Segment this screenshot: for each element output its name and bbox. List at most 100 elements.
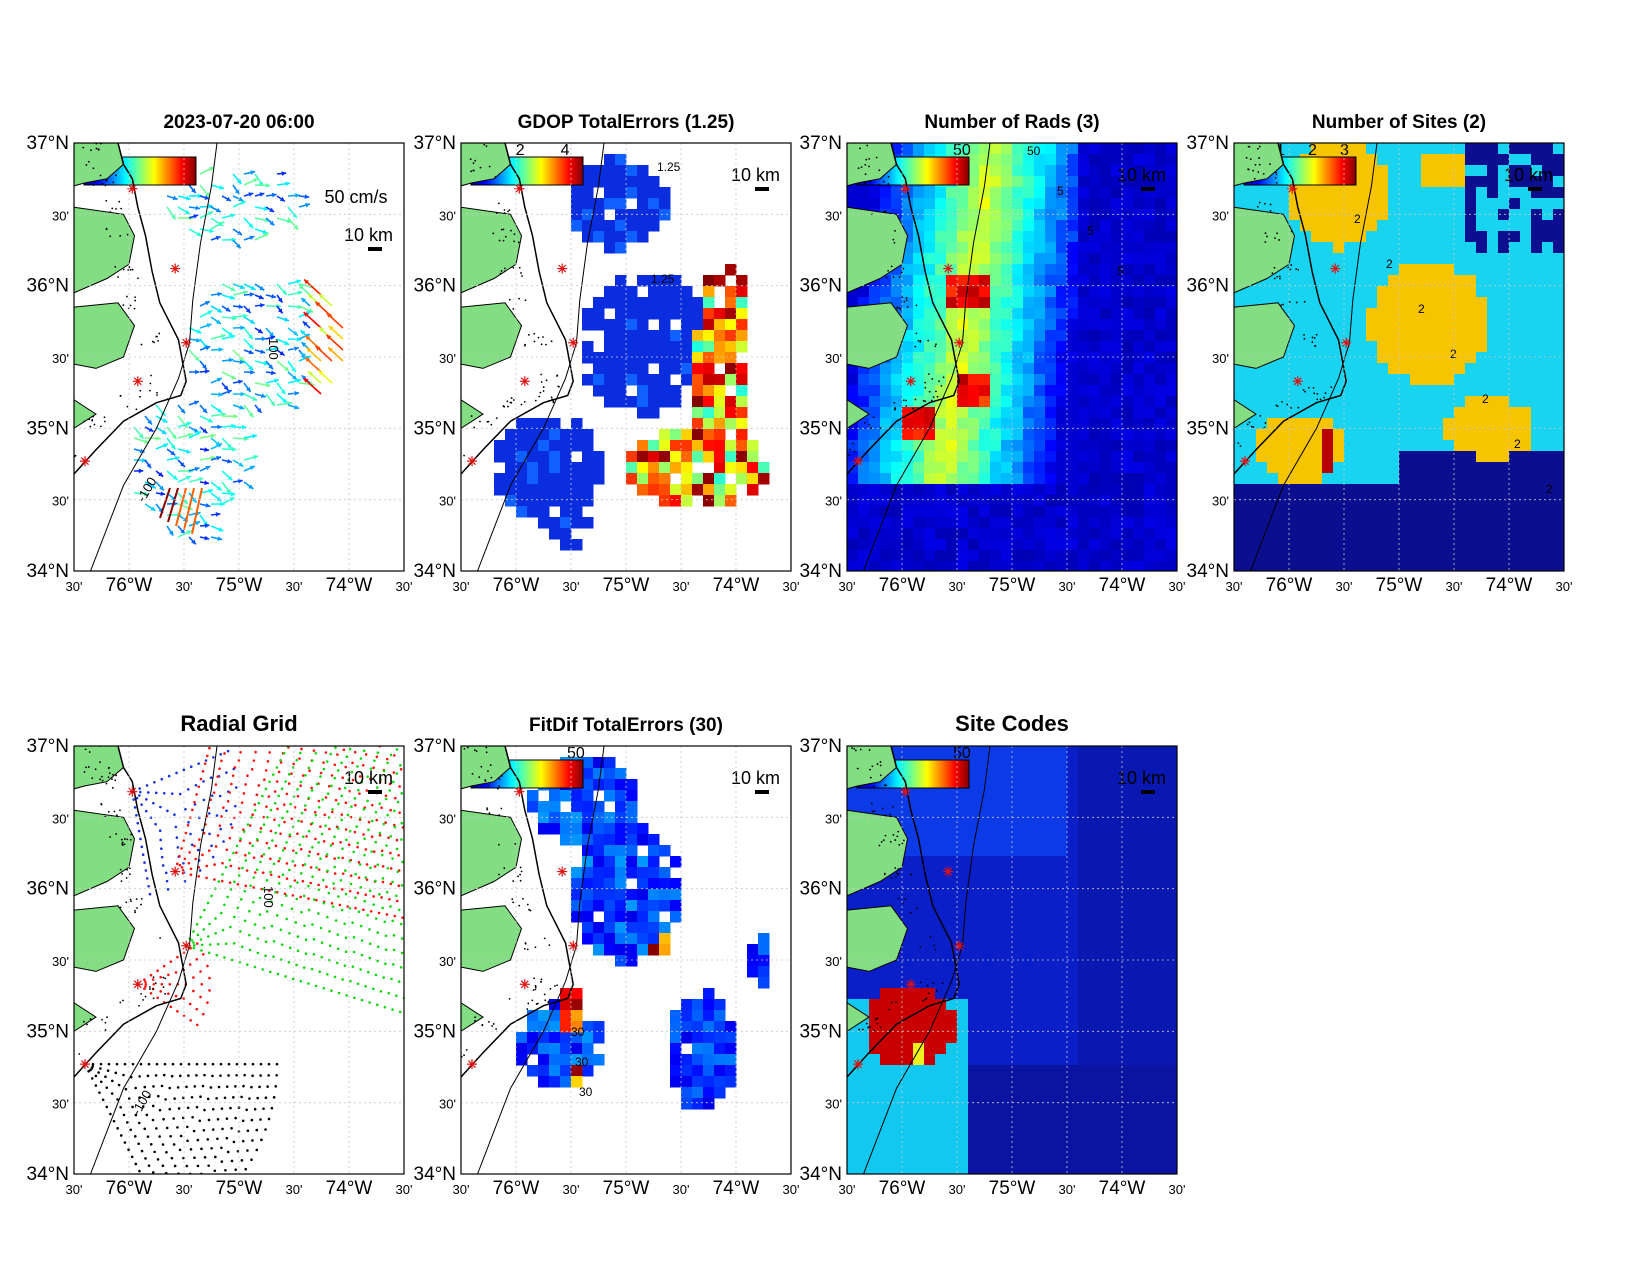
grid-cell [880, 396, 892, 408]
shore-dot [1316, 392, 1319, 395]
grid-cell [582, 484, 594, 496]
grid-cell [1045, 308, 1057, 320]
grid-cell [1166, 363, 1177, 375]
current-arrow [243, 327, 254, 340]
grid-cell [935, 440, 947, 452]
shore-dot [494, 176, 497, 178]
lon-tick-label: 75°W [1376, 575, 1423, 596]
grid-cell [1410, 374, 1422, 386]
grid-cell [1045, 517, 1057, 529]
grid-cell [725, 286, 737, 298]
grid-cell [1311, 330, 1323, 342]
grid-cell [1234, 198, 1246, 210]
grid-cell [1355, 506, 1367, 518]
grid-cell [1366, 484, 1378, 496]
grid-cell [1045, 330, 1057, 342]
grid-cell [1355, 242, 1367, 254]
grid-cell [1432, 275, 1444, 287]
grid-cell [1155, 363, 1167, 375]
grid-cell [1155, 451, 1167, 463]
grid-cell [990, 550, 1002, 562]
grid-cell [1476, 165, 1488, 177]
grid-cell [957, 506, 969, 518]
grid-cell [1012, 418, 1024, 430]
grid-cell [1366, 220, 1378, 232]
grid-cell [1111, 176, 1123, 188]
radial-grid-point [300, 747, 303, 751]
grid-cell [1100, 198, 1112, 210]
radial-grid-point [360, 953, 364, 957]
arrow-head [253, 178, 259, 183]
current-arrow [254, 336, 267, 342]
shore-dot [547, 400, 550, 402]
grid-cell [1509, 473, 1521, 485]
grid-cell [1366, 561, 1378, 571]
grid-cell [1166, 462, 1177, 474]
grid-cell [659, 330, 671, 342]
grid-cell [1023, 396, 1035, 408]
grid-cell [946, 297, 958, 309]
grid-cell [1476, 231, 1488, 243]
grid-cell [946, 264, 958, 276]
grid-cell [1487, 495, 1499, 507]
arrow-head [294, 404, 300, 410]
radial-grid-point [359, 968, 362, 971]
grid-cell [1144, 473, 1156, 485]
grid-cell [946, 330, 958, 342]
grid-cell [1399, 143, 1411, 155]
current-arrow [243, 192, 254, 197]
grid-cell [1465, 275, 1477, 287]
grid-cell [1520, 253, 1532, 265]
radial-grid-point [189, 832, 192, 836]
shore-dot [134, 299, 137, 302]
grid-cell [1421, 165, 1433, 177]
shore-dot [1295, 301, 1298, 304]
radial-grid-point [225, 771, 228, 774]
shore-dot [874, 138, 876, 140]
grid-cell [902, 352, 914, 364]
shore-dot [114, 265, 117, 268]
arrow-head [170, 450, 176, 456]
grid-cell [1155, 242, 1167, 254]
grid-cell [1410, 539, 1422, 551]
radial-grid-point [193, 800, 196, 804]
grid-cell [1166, 473, 1177, 485]
grid-cell [1509, 242, 1521, 254]
grid-cell [1344, 363, 1356, 375]
grid-cell [1267, 440, 1279, 452]
grid-cell [670, 363, 682, 375]
radial-grid-point [288, 833, 292, 836]
grid-cell [1432, 176, 1444, 188]
radial-grid-point [364, 753, 368, 756]
grid-cell [1034, 198, 1046, 210]
grid-cell [1256, 539, 1268, 551]
current-arrow [276, 195, 286, 203]
grid-cell [659, 363, 671, 375]
grid-cell [1355, 517, 1367, 529]
shore-dot [902, 267, 905, 270]
current-arrow [155, 491, 166, 497]
grid-cell [1289, 363, 1301, 375]
grid-cell [1122, 253, 1134, 265]
grid-cell [1056, 264, 1068, 276]
grid-cell [1498, 231, 1510, 243]
grid-cell [1333, 495, 1345, 507]
lat-tick-label: 30' [439, 494, 456, 509]
arrow-head [194, 466, 200, 472]
grid-cell [1476, 440, 1488, 452]
grid-cell [1089, 506, 1101, 518]
grid-cell [1089, 275, 1101, 287]
current-arrow [276, 349, 285, 357]
grid-cell [1322, 517, 1334, 529]
grid-cell [1166, 286, 1177, 298]
grid-cell [626, 330, 638, 342]
grid-cell [626, 176, 638, 188]
radial-grid-point [325, 760, 329, 763]
grid-cell [1410, 517, 1422, 529]
grid-cell [637, 374, 649, 386]
shore-dot [1304, 390, 1306, 393]
grid-cell [1322, 550, 1334, 562]
lon-tick-label: 30' [176, 579, 193, 594]
radial-grid-point [170, 792, 174, 795]
radial-grid-point [166, 888, 170, 891]
